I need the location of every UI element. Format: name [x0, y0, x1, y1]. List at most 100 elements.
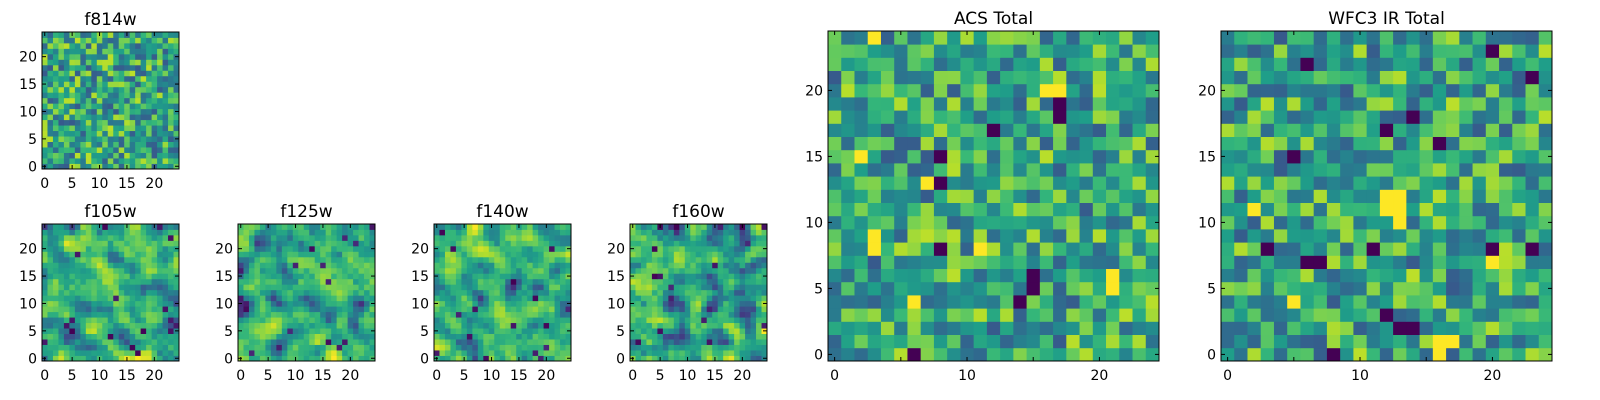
heatmap-cell	[565, 289, 572, 296]
heatmap-cell	[1525, 229, 1540, 243]
heatmap-cell	[47, 119, 54, 126]
heatmap-cell	[1525, 149, 1540, 164]
heatmap-cell	[69, 322, 76, 329]
heatmap-cell	[717, 339, 724, 345]
heatmap-cell	[1525, 281, 1540, 296]
heatmap-cell	[706, 344, 713, 351]
heatmap-cell	[1446, 268, 1460, 283]
heatmap-cell	[1132, 57, 1147, 71]
heatmap-cell	[1538, 242, 1553, 256]
heatmap-cell	[657, 311, 664, 318]
heatmap-cell	[1287, 334, 1301, 349]
heatmap-cell	[986, 202, 1001, 217]
heatmap-cell	[1273, 31, 1288, 45]
heatmap-cell	[113, 48, 120, 55]
heatmap-cell	[854, 268, 869, 283]
heatmap-cell	[745, 306, 751, 313]
heatmap-cell	[254, 240, 261, 247]
y-tick-label: 20	[1198, 83, 1216, 99]
heatmap-cell	[146, 295, 152, 302]
heatmap-cell	[157, 333, 163, 340]
heatmap-cell	[854, 334, 869, 349]
heatmap-cell	[102, 350, 109, 356]
heatmap-cell	[325, 350, 332, 356]
heatmap-cell	[353, 317, 359, 324]
heatmap-cell	[734, 311, 740, 318]
heatmap-cell	[151, 339, 158, 345]
heatmap-cell	[1026, 255, 1041, 269]
heatmap-cell	[1066, 57, 1080, 71]
heatmap-cell	[1221, 163, 1235, 177]
heatmap-cell	[52, 141, 59, 148]
heatmap-cell	[1145, 57, 1160, 71]
heatmap-cell	[74, 262, 81, 269]
heatmap-cell	[63, 224, 70, 230]
heatmap-cell	[151, 147, 158, 153]
heatmap-cell	[1419, 295, 1434, 309]
heatmap-cell	[488, 328, 495, 334]
heatmap-cell	[331, 339, 338, 345]
heatmap-cell	[439, 311, 446, 318]
heatmap-cell	[706, 289, 713, 296]
heatmap-cell	[42, 317, 48, 324]
heatmap-cell	[986, 83, 1001, 98]
heatmap-cell	[1446, 123, 1460, 137]
heatmap-cell	[342, 322, 348, 329]
heatmap-cell	[560, 355, 566, 362]
heatmap-cell	[646, 333, 653, 340]
heatmap-cell	[358, 355, 365, 362]
heatmap-cell	[750, 311, 757, 318]
heatmap-cell	[42, 92, 48, 99]
heatmap-cell	[248, 256, 255, 263]
heatmap-cell	[303, 311, 310, 318]
heatmap-cell	[854, 347, 869, 362]
heatmap-cell	[80, 234, 87, 241]
heatmap-cell	[292, 267, 299, 274]
heatmap-cell	[1053, 281, 1067, 296]
heatmap-cell	[1499, 149, 1513, 164]
heatmap-cell	[331, 284, 338, 291]
heatmap-cell	[135, 42, 142, 49]
heatmap-cell	[1499, 202, 1513, 217]
heatmap-cell	[1079, 83, 1094, 98]
heatmap-cell	[728, 289, 735, 296]
heatmap-cell	[1013, 176, 1027, 190]
heatmap-cell	[854, 255, 869, 269]
heatmap-cell	[560, 240, 566, 247]
heatmap-cell	[565, 350, 572, 356]
heatmap-cell	[102, 234, 109, 241]
heatmap-cell	[1066, 321, 1080, 335]
heatmap-cell	[1446, 255, 1460, 269]
heatmap-cell	[270, 344, 277, 351]
heatmap-cell	[118, 42, 125, 49]
heatmap-cell	[1525, 44, 1540, 58]
heatmap-cell	[1053, 242, 1067, 256]
heatmap-cell	[640, 262, 647, 269]
heatmap-cell	[85, 37, 92, 44]
heatmap-cell	[734, 328, 740, 334]
heatmap-cell	[85, 97, 92, 104]
heatmap-cell	[679, 350, 686, 356]
heatmap-cell	[450, 256, 457, 263]
heatmap-cell	[668, 256, 675, 263]
heatmap-cell	[1525, 123, 1540, 137]
heatmap-cell	[85, 251, 92, 258]
heatmap-cell	[314, 240, 321, 247]
heatmap-cell	[527, 224, 534, 230]
heatmap-cell	[1379, 281, 1394, 296]
heatmap-cell	[1273, 281, 1288, 296]
heatmap-cell	[248, 224, 255, 230]
heatmap-cell	[1432, 215, 1447, 230]
heatmap-cell	[510, 273, 517, 280]
heatmap-cell	[69, 284, 76, 291]
heatmap-cell	[347, 234, 354, 241]
heatmap-cell	[894, 334, 908, 349]
heatmap-cell	[867, 110, 882, 124]
heatmap-cell	[157, 300, 163, 307]
heatmap-cell	[477, 350, 484, 356]
heatmap-cell	[1079, 176, 1094, 190]
heatmap-cell	[1499, 334, 1513, 349]
heatmap-cell	[1119, 176, 1133, 190]
heatmap-cell	[80, 81, 87, 88]
heatmap-cell	[549, 234, 555, 241]
